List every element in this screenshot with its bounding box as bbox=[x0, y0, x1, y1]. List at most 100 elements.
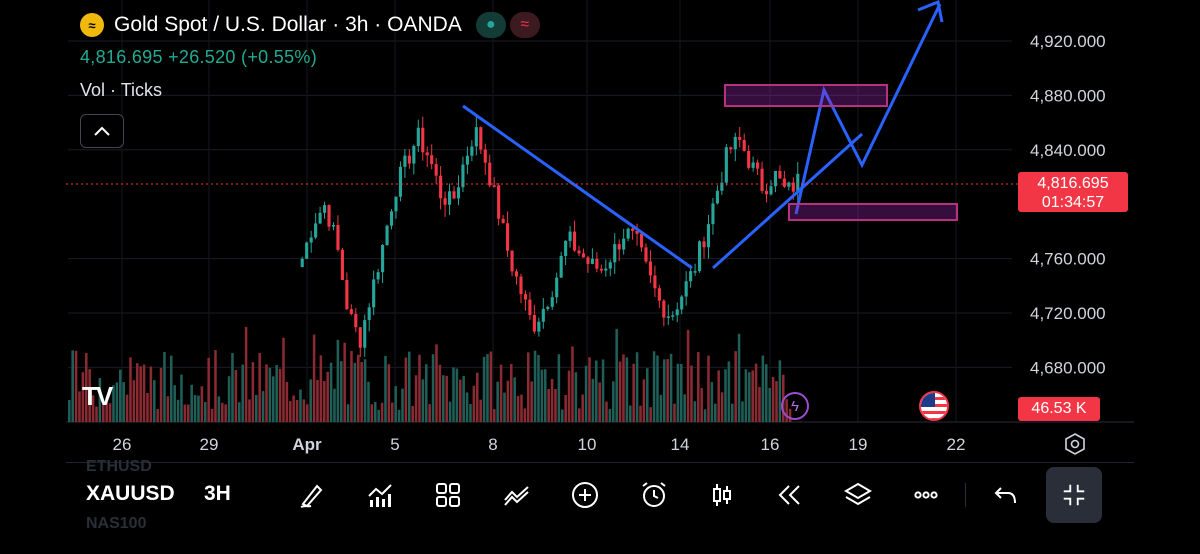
alarm-icon bbox=[642, 482, 666, 507]
candle-body bbox=[555, 277, 559, 298]
volume-bar bbox=[666, 359, 669, 422]
collapse-legend-button[interactable] bbox=[80, 114, 124, 148]
volume-bar bbox=[238, 402, 241, 422]
candle-body bbox=[327, 205, 331, 227]
volume-bar bbox=[612, 381, 615, 422]
candle-body bbox=[318, 212, 322, 224]
fullscreen-icon bbox=[1063, 484, 1085, 506]
adjacent-symbol-above[interactable]: ETHUSD bbox=[86, 458, 152, 475]
volume-bar bbox=[615, 328, 618, 422]
volume-bar bbox=[578, 408, 581, 422]
volume-bar bbox=[717, 370, 720, 422]
volume-bar bbox=[146, 392, 149, 422]
candle-body bbox=[474, 127, 478, 147]
market-open-icon[interactable]: ● bbox=[475, 12, 506, 38]
fullscreen-button[interactable] bbox=[1046, 467, 1102, 523]
status-badges[interactable]: ● ≈ bbox=[475, 12, 540, 38]
volume-bar bbox=[418, 354, 421, 422]
volume-bar bbox=[765, 364, 768, 422]
volume-bar bbox=[380, 402, 384, 422]
volume-bar bbox=[571, 346, 574, 422]
more-button[interactable] bbox=[908, 477, 944, 513]
candle-body bbox=[331, 224, 336, 227]
candle-body bbox=[622, 238, 626, 250]
volume-bar bbox=[673, 403, 676, 422]
layout-button[interactable] bbox=[430, 477, 466, 513]
volume-bar bbox=[520, 394, 523, 422]
candle-type-button[interactable] bbox=[704, 477, 740, 513]
candle-body bbox=[577, 250, 581, 254]
candle-body bbox=[639, 233, 644, 248]
volume-bar bbox=[452, 367, 455, 422]
volume-bar bbox=[221, 402, 224, 422]
volume-indicator-label[interactable]: Vol · Ticks bbox=[80, 80, 163, 100]
volume-bar bbox=[142, 364, 146, 422]
projection-arrowhead bbox=[917, 0, 944, 23]
candle-body bbox=[309, 237, 313, 243]
brush-button[interactable] bbox=[294, 477, 330, 513]
candle-body bbox=[590, 258, 594, 264]
chart-settings-icon[interactable] bbox=[1064, 433, 1086, 455]
candle-body bbox=[349, 309, 353, 314]
volume-bar bbox=[547, 389, 550, 422]
demand-zone bbox=[788, 203, 958, 221]
candle-body bbox=[733, 136, 737, 150]
volume-bar bbox=[751, 370, 754, 422]
symbol-selector[interactable]: XAUUSD bbox=[86, 482, 175, 505]
candle-body bbox=[514, 271, 519, 277]
price-change-line: 4,816.695 +26.520 (+0.55%) bbox=[80, 47, 317, 67]
undo-button[interactable] bbox=[988, 477, 1024, 513]
volume-bar bbox=[489, 351, 493, 422]
replay-button[interactable] bbox=[772, 477, 808, 513]
volume-bar bbox=[227, 376, 231, 422]
layers-button[interactable] bbox=[840, 477, 876, 513]
indicators-button[interactable] bbox=[362, 477, 398, 513]
drawing-tools-button[interactable] bbox=[499, 477, 535, 513]
candle-body bbox=[724, 147, 728, 183]
volume-bar bbox=[608, 408, 612, 422]
candle-body bbox=[666, 316, 670, 318]
volume-bar bbox=[112, 385, 115, 422]
candle-body bbox=[778, 170, 782, 179]
volume-bar bbox=[598, 382, 601, 422]
chart-area[interactable]: 4,920.000 4,880.000 4,840.000 4,760.000 4,72… bbox=[0, 0, 1200, 470]
time-axis-label: 14 bbox=[671, 435, 690, 454]
volume-bar bbox=[193, 395, 197, 422]
volume-bar bbox=[731, 403, 734, 422]
volume-bar bbox=[411, 405, 414, 422]
approx-badge[interactable]: ≈ bbox=[509, 12, 540, 38]
volume-bar bbox=[323, 381, 326, 422]
symbol-title: Gold Spot / U.S. Dollar · 3h · OANDA bbox=[114, 13, 462, 36]
candle-body bbox=[532, 315, 536, 332]
candle-body bbox=[363, 320, 367, 348]
candle-body bbox=[376, 272, 380, 280]
time-axis-label: 5 bbox=[390, 435, 399, 454]
candle-body bbox=[416, 127, 420, 146]
candle-body bbox=[479, 127, 483, 150]
add-button[interactable] bbox=[567, 477, 603, 513]
candle-body bbox=[394, 196, 398, 212]
candle-body bbox=[702, 241, 706, 248]
price-chart[interactable]: 4,920.000 4,880.000 4,840.000 4,760.000 4,72… bbox=[0, 0, 1200, 470]
volume-bar bbox=[707, 355, 710, 422]
price-scale-label: 4,760.000 bbox=[1030, 250, 1106, 269]
volume-bar bbox=[561, 409, 564, 422]
candle-body bbox=[425, 152, 429, 156]
volume-bar bbox=[588, 357, 591, 422]
volume-bar bbox=[377, 409, 380, 422]
lightning-event-icon[interactable]: ϟ bbox=[781, 392, 809, 420]
volume-bar bbox=[119, 369, 122, 422]
adjacent-symbol-below[interactable]: NAS100 bbox=[86, 515, 147, 532]
undo-icon bbox=[994, 487, 1016, 504]
us-flag-event-icon[interactable] bbox=[919, 391, 949, 421]
candle-body bbox=[693, 271, 697, 273]
candle-body bbox=[760, 168, 764, 191]
volume-bar bbox=[333, 388, 336, 422]
volume-bar bbox=[768, 388, 771, 422]
volume-bar bbox=[404, 357, 408, 422]
volume-bar bbox=[105, 401, 108, 422]
timeframe-selector[interactable]: 3H bbox=[204, 482, 231, 505]
alarm-button[interactable] bbox=[636, 477, 672, 513]
symbol-header[interactable]: ≈ Gold Spot / U.S. Dollar · 3h · OANDA ●… bbox=[80, 12, 540, 38]
volume-bar bbox=[686, 329, 690, 422]
